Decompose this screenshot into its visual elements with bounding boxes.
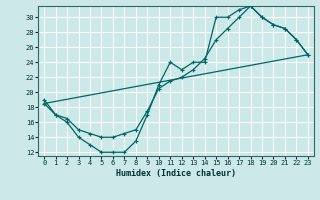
X-axis label: Humidex (Indice chaleur): Humidex (Indice chaleur) <box>116 169 236 178</box>
